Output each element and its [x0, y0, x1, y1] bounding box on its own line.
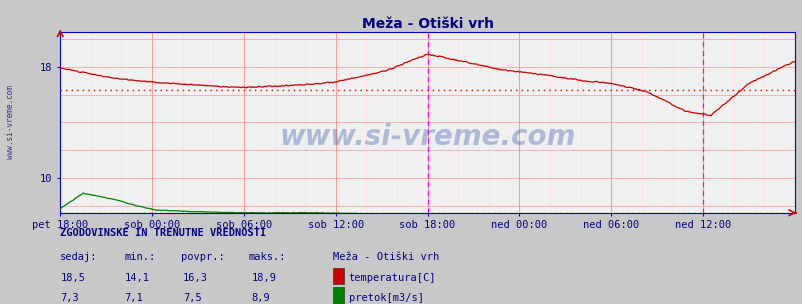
Text: sedaj:: sedaj:: [60, 252, 98, 262]
Text: min.:: min.:: [124, 252, 156, 262]
Text: 8,9: 8,9: [251, 293, 269, 303]
Text: 16,3: 16,3: [183, 273, 208, 283]
Text: 7,3: 7,3: [60, 293, 79, 303]
Text: 7,5: 7,5: [183, 293, 201, 303]
Text: temperatura[C]: temperatura[C]: [348, 273, 435, 283]
Text: Meža - Otiški vrh: Meža - Otiški vrh: [333, 252, 439, 262]
Text: 7,1: 7,1: [124, 293, 143, 303]
Text: www.si-vreme.com: www.si-vreme.com: [6, 85, 15, 159]
Text: ZGODOVINSKE IN TRENUTNE VREDNOSTI: ZGODOVINSKE IN TRENUTNE VREDNOSTI: [60, 228, 266, 238]
Text: povpr.:: povpr.:: [180, 252, 224, 262]
Title: Meža - Otiški vrh: Meža - Otiški vrh: [361, 17, 493, 31]
Text: 14,1: 14,1: [124, 273, 149, 283]
Text: 18,9: 18,9: [251, 273, 276, 283]
Text: maks.:: maks.:: [249, 252, 286, 262]
Text: www.si-vreme.com: www.si-vreme.com: [279, 123, 575, 151]
Text: pretok[m3/s]: pretok[m3/s]: [348, 293, 423, 303]
Text: 18,5: 18,5: [60, 273, 85, 283]
